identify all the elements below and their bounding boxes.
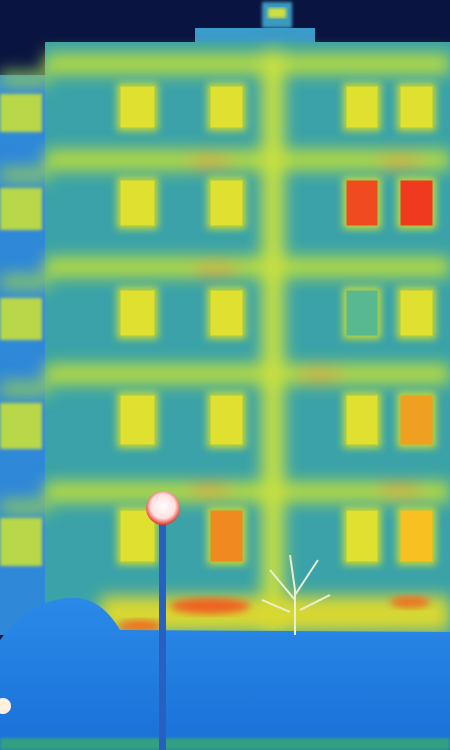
- left-window: [0, 94, 42, 132]
- lamp-pole: [159, 522, 166, 750]
- floor-band: [45, 482, 450, 502]
- chimney-top: [268, 8, 286, 18]
- floor-band: [45, 257, 450, 277]
- window: [399, 394, 434, 446]
- window: [399, 179, 434, 227]
- window: [209, 85, 244, 129]
- left-window: [0, 518, 42, 566]
- window: [399, 85, 434, 129]
- window: [119, 289, 156, 337]
- ground-hotspot: [170, 598, 250, 614]
- floor-band-left: [0, 382, 50, 396]
- floor-band: [45, 54, 450, 74]
- left-window: [0, 298, 42, 340]
- left-window: [0, 403, 42, 449]
- floor-band-left: [0, 168, 50, 182]
- tree: [261, 554, 331, 635]
- vertical-band: [262, 50, 284, 630]
- street: [0, 738, 450, 750]
- floor-band-left: [0, 500, 50, 514]
- band-hotspot: [188, 156, 232, 168]
- window: [345, 85, 379, 129]
- band-hotspot: [298, 369, 342, 381]
- window: [209, 289, 244, 337]
- band-hotspot: [193, 264, 237, 276]
- roof-structure: [195, 28, 315, 44]
- window: [209, 179, 244, 227]
- window: [399, 509, 434, 563]
- lamp: [146, 491, 180, 525]
- window: [119, 179, 156, 227]
- ground-hotspot: [118, 620, 162, 632]
- window: [209, 394, 244, 446]
- facade: [45, 42, 450, 642]
- window: [345, 509, 379, 563]
- band-hotspot: [188, 484, 232, 496]
- window: [119, 85, 156, 129]
- heat-bands: [0, 50, 450, 630]
- left-window: [0, 188, 42, 230]
- band-hotspot: [378, 156, 422, 168]
- window: [345, 179, 379, 227]
- ground-hotspot: [390, 596, 430, 608]
- windows: [0, 83, 436, 566]
- floor-band-left: [0, 72, 50, 86]
- window: [399, 289, 434, 337]
- floor-band: [45, 150, 450, 170]
- foreground-bushes: [0, 597, 450, 750]
- window: [345, 289, 379, 337]
- band-hotspot: [378, 484, 422, 496]
- light-spot: [0, 698, 11, 714]
- floor-band-left: [0, 275, 50, 289]
- floor-band: [45, 364, 450, 384]
- window: [119, 394, 156, 446]
- window: [345, 394, 379, 446]
- window: [119, 509, 156, 563]
- window: [209, 509, 244, 563]
